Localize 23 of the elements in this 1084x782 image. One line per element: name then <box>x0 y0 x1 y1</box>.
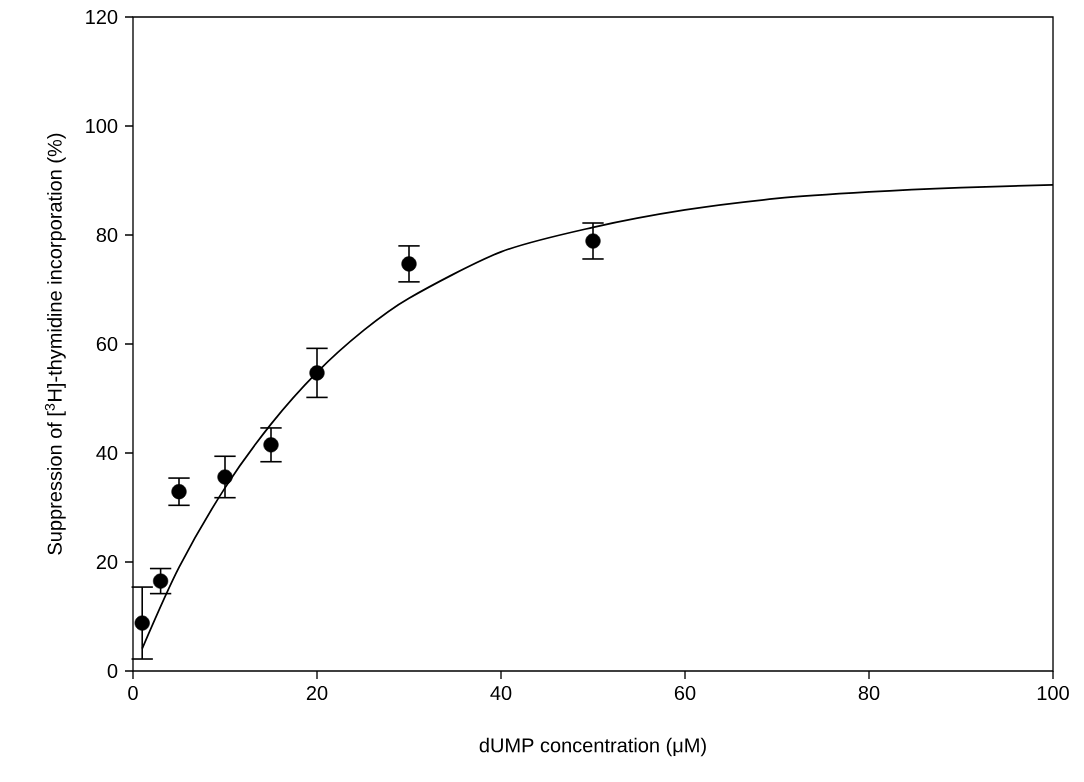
y-tick-label: 60 <box>96 336 118 352</box>
point <box>263 437 279 453</box>
y-tick-label: 120 <box>86 9 118 25</box>
point <box>217 469 233 485</box>
y-axis-title: Suppression of [$^{3}$H]-thymidine incorporation (%) <box>44 133 66 555</box>
y-tick-label: 20 <box>96 554 118 570</box>
x-axis-title: dUMP concentration (μM) <box>479 737 706 757</box>
x-tick-label: 80 <box>858 685 880 701</box>
y-tick-label: 40 <box>96 445 118 461</box>
x-tick-label: 60 <box>674 685 696 701</box>
point <box>309 365 325 381</box>
x-tick-label: 20 <box>306 685 328 701</box>
x-tick-label: 100 <box>1037 685 1069 701</box>
point <box>153 573 169 589</box>
y-tick-label: 100 <box>86 118 118 134</box>
x-tick-label: 0 <box>128 685 138 701</box>
y-tick-label: 0 <box>107 663 118 679</box>
point <box>585 233 601 249</box>
point <box>171 484 187 500</box>
point <box>134 615 150 631</box>
x-tick-label: 40 <box>490 685 512 701</box>
point <box>401 256 417 272</box>
y-tick-label: 80 <box>96 227 118 243</box>
